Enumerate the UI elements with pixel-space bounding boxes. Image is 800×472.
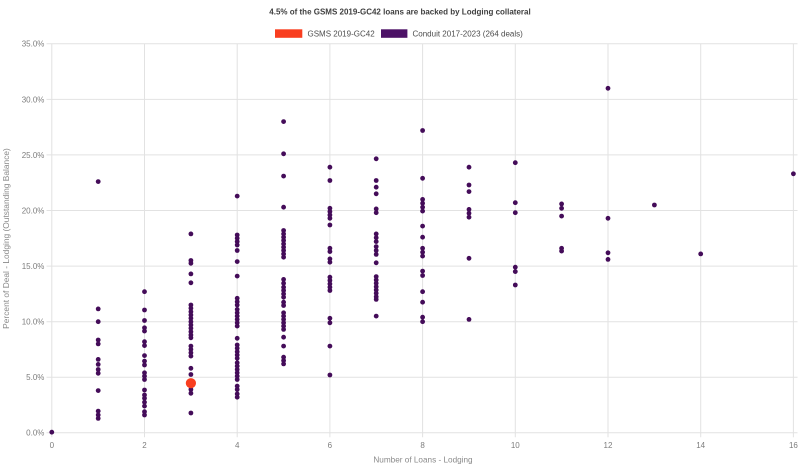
svg-text:5.0%: 5.0% [26,373,44,382]
svg-text:GSMS 2019-GC42: GSMS 2019-GC42 [308,29,376,38]
svg-text:8: 8 [420,441,425,450]
svg-text:0: 0 [50,441,55,450]
svg-text:4.5% of the GSMS 2019-GC42 loa: 4.5% of the GSMS 2019-GC42 loans are bac… [269,7,530,16]
svg-text:14: 14 [696,441,705,450]
svg-text:16: 16 [789,441,798,450]
svg-text:35.0%: 35.0% [22,40,45,49]
svg-text:10: 10 [511,441,520,450]
svg-text:Percent of Deal - Lodging (Out: Percent of Deal - Lodging (Outstanding B… [1,148,11,329]
svg-text:6: 6 [328,441,333,450]
svg-text:Conduit 2017-2023 (264 deals): Conduit 2017-2023 (264 deals) [413,29,524,38]
svg-text:Number of Loans - Lodging: Number of Loans - Lodging [373,455,473,464]
svg-text:15.0%: 15.0% [22,262,45,271]
svg-text:20.0%: 20.0% [22,206,45,215]
svg-text:2: 2 [142,441,147,450]
svg-text:30.0%: 30.0% [22,95,45,104]
svg-text:25.0%: 25.0% [22,151,45,160]
svg-text:10.0%: 10.0% [22,318,45,327]
svg-text:12: 12 [604,441,613,450]
svg-text:4: 4 [235,441,240,450]
svg-text:0.0%: 0.0% [26,429,44,438]
